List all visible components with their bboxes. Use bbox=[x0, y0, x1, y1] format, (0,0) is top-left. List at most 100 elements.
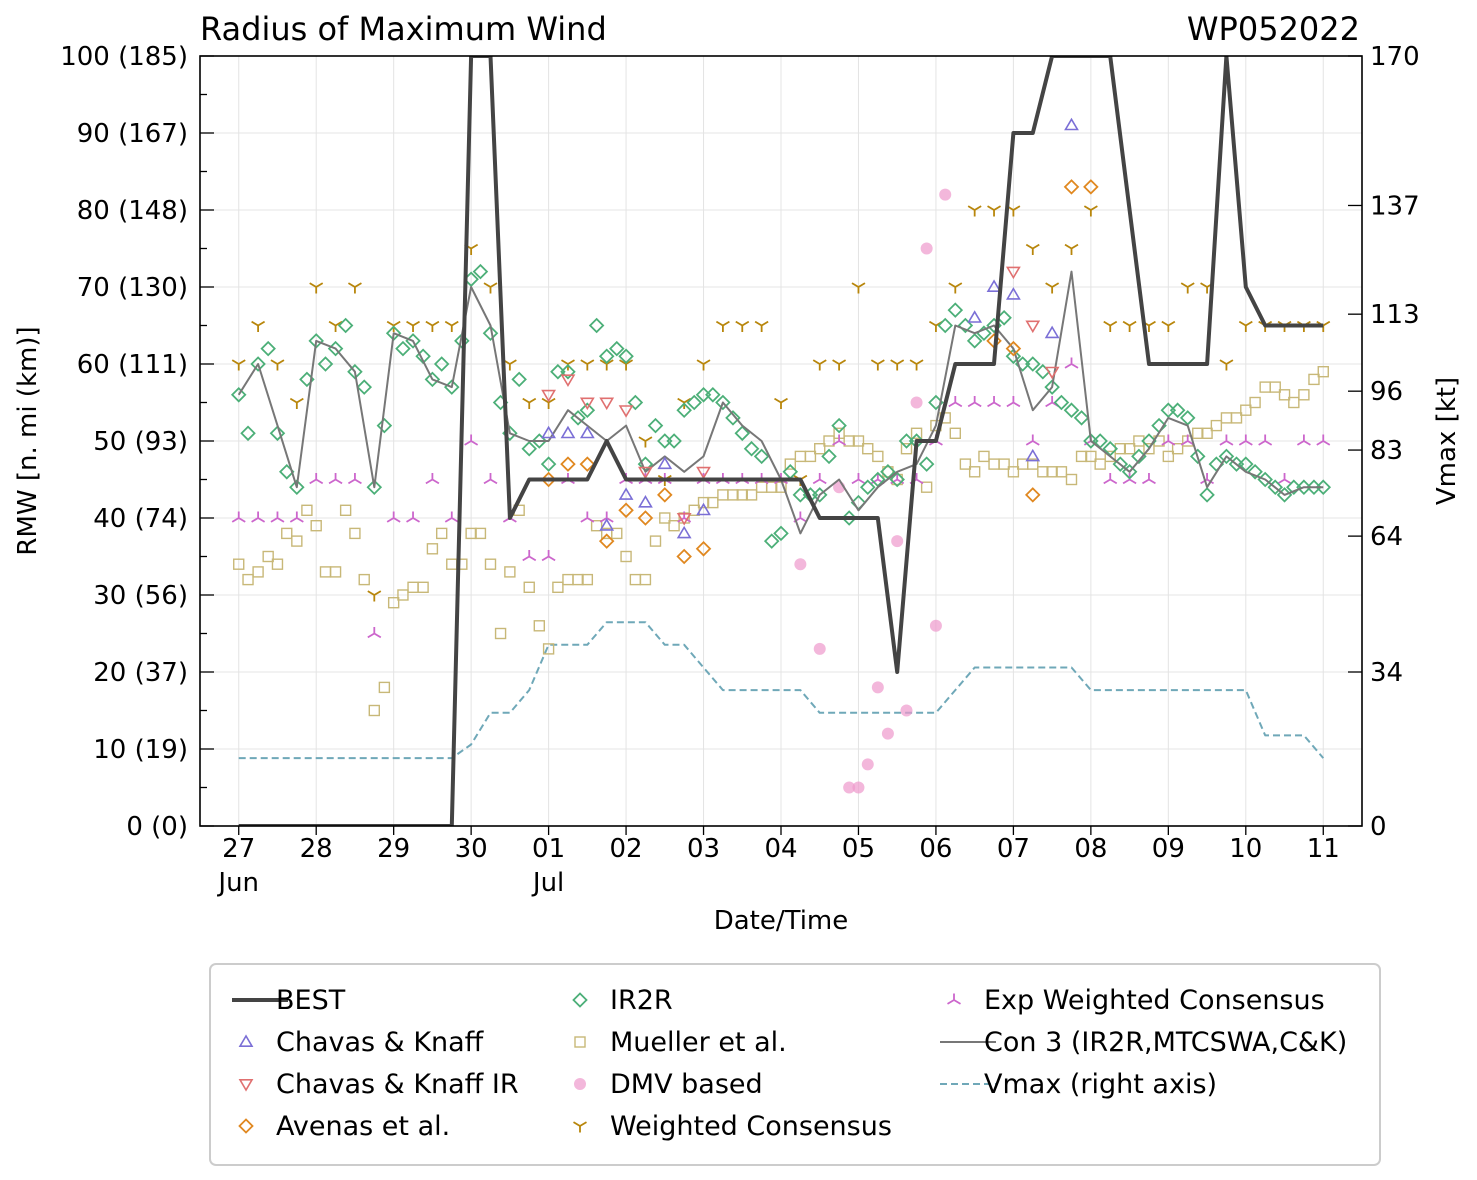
mueller-point bbox=[1133, 435, 1145, 447]
mueller-point bbox=[978, 450, 990, 463]
mueller-point bbox=[435, 527, 448, 540]
mueller-point bbox=[407, 581, 419, 593]
wcons-point bbox=[735, 320, 750, 332]
dmv-point bbox=[900, 704, 913, 717]
mueller-point bbox=[639, 573, 652, 586]
ir2r-point bbox=[472, 263, 489, 280]
mueller-point bbox=[319, 566, 332, 578]
mueller-point bbox=[968, 466, 981, 478]
mueller-point bbox=[949, 427, 961, 439]
ir2r-point bbox=[811, 487, 828, 503]
ck-point bbox=[638, 495, 653, 508]
mueller-point bbox=[1123, 443, 1136, 455]
mueller-point bbox=[1171, 443, 1184, 455]
y-right-tick-label: 34 bbox=[1370, 658, 1403, 688]
mueller-point bbox=[271, 558, 284, 570]
y-right-tick-label: 0 bbox=[1370, 812, 1387, 842]
ir2r-point bbox=[859, 479, 876, 495]
mueller-point bbox=[1317, 366, 1329, 378]
ckir-point bbox=[579, 397, 595, 411]
wcons-point bbox=[367, 590, 382, 602]
legend: BEST Chavas & Knaff Chavas & Knaff IR Avena… bbox=[209, 963, 1381, 1166]
y-axis-label: RMW [n. mi (km)] bbox=[13, 326, 43, 555]
legend-label-con3: Con 3 (IR2R,MTCSWA,C&K) bbox=[984, 1027, 1347, 1058]
mueller-point bbox=[668, 520, 680, 532]
wcons-point bbox=[774, 397, 788, 409]
ir2r-point bbox=[734, 425, 751, 442]
ir2r-point bbox=[1199, 487, 1215, 503]
avenas-point bbox=[579, 456, 596, 472]
mueller-point bbox=[562, 573, 574, 586]
dmv-point bbox=[929, 619, 942, 632]
y-right-tick-label: 64 bbox=[1370, 522, 1403, 552]
x-tick-label: 11 bbox=[1307, 834, 1340, 864]
ckir-point bbox=[541, 389, 556, 403]
ir2r-point bbox=[763, 533, 780, 549]
legend-swatch-mueller bbox=[574, 1036, 586, 1048]
x-tick-sublabel: Jun bbox=[216, 868, 259, 898]
ir2r-point bbox=[898, 433, 915, 449]
mueller-point bbox=[707, 496, 719, 509]
ir2r-point bbox=[376, 417, 393, 434]
ir2r-point bbox=[705, 387, 721, 403]
mueller-point bbox=[804, 450, 817, 463]
mueller-point bbox=[417, 581, 429, 593]
ir2r-point bbox=[240, 425, 256, 442]
expw-point bbox=[1103, 473, 1118, 485]
ir2r-point bbox=[433, 356, 450, 372]
wcons-point bbox=[1064, 243, 1079, 255]
expw-point bbox=[580, 511, 595, 523]
legend-label-ck: Chavas & Knaff bbox=[276, 1027, 485, 1058]
wcons-point bbox=[870, 359, 885, 371]
dmv-point bbox=[861, 758, 874, 771]
mueller-point bbox=[504, 566, 516, 578]
expw-point bbox=[1238, 434, 1253, 446]
mueller-point bbox=[1027, 458, 1039, 470]
ir2r-point bbox=[918, 456, 935, 472]
ir2r-point bbox=[250, 356, 266, 372]
expw-point bbox=[599, 511, 614, 523]
legend-swatch-dmv bbox=[574, 1078, 586, 1090]
legend-swatch-ir2r bbox=[572, 992, 588, 1008]
legend-swatch-ck bbox=[238, 1034, 254, 1047]
expw-point bbox=[1277, 473, 1292, 485]
ir2r-point bbox=[511, 371, 527, 388]
legend-label-mueller: Mueller et al. bbox=[610, 1027, 787, 1058]
mueller-point bbox=[301, 504, 313, 516]
avenas-point bbox=[598, 533, 615, 549]
expw-point bbox=[425, 473, 440, 485]
legend-swatch-avenas bbox=[238, 1118, 254, 1134]
mueller-point bbox=[814, 443, 826, 455]
y-tick-label: 70 (130) bbox=[77, 273, 188, 303]
ir2r-point bbox=[1247, 464, 1263, 480]
expw-point bbox=[483, 473, 498, 485]
mueller-point bbox=[727, 489, 739, 501]
y-right-tick-label: 96 bbox=[1370, 377, 1403, 407]
storm-id: WP052022 bbox=[1187, 10, 1360, 48]
legend-swatch-expw bbox=[947, 993, 961, 1005]
dmv-point bbox=[891, 535, 904, 548]
mueller-point bbox=[474, 527, 487, 540]
ir2r-point bbox=[598, 348, 615, 365]
mueller-point bbox=[988, 458, 1000, 470]
legend-label-ir2r: IR2R bbox=[610, 985, 673, 1016]
ir2r-point bbox=[647, 417, 664, 434]
ck-point bbox=[967, 310, 983, 323]
y-right-tick-label: 113 bbox=[1370, 300, 1420, 330]
ckir-point bbox=[1025, 320, 1041, 334]
ck-point bbox=[599, 518, 615, 531]
expw-point bbox=[948, 396, 963, 408]
mueller-point bbox=[794, 450, 807, 463]
dmv-point bbox=[939, 188, 952, 201]
mueller-point bbox=[1114, 443, 1127, 455]
x-tick-label: 29 bbox=[377, 834, 410, 864]
expw-point bbox=[812, 473, 827, 485]
mueller-point bbox=[339, 504, 352, 516]
ir2r-point bbox=[686, 394, 703, 411]
mueller-point bbox=[494, 627, 507, 640]
mueller-point bbox=[281, 527, 293, 540]
ir2r-point bbox=[1044, 379, 1060, 395]
expw-point bbox=[851, 473, 866, 485]
mueller-point bbox=[310, 520, 322, 532]
y-tick-label: 0 (0) bbox=[126, 812, 188, 842]
